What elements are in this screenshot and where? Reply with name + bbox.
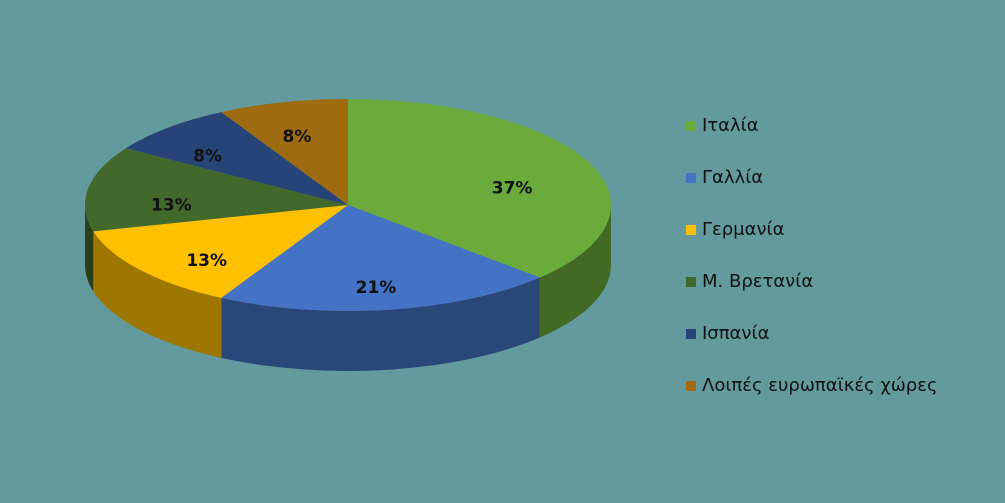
slice xyxy=(221,99,348,205)
legend-swatch xyxy=(686,277,696,287)
slice xyxy=(125,112,348,205)
legend-swatch xyxy=(686,329,696,339)
legend-label: Ιταλία xyxy=(702,115,759,136)
slice-side xyxy=(539,205,611,338)
legend-label: Μ. Βρετανία xyxy=(702,271,813,292)
slice xyxy=(85,148,349,232)
slice-side xyxy=(85,205,94,292)
legend-swatch xyxy=(686,121,696,131)
legend-swatch xyxy=(686,173,696,183)
slice xyxy=(93,205,348,298)
slice xyxy=(221,205,540,312)
data-label: 37% xyxy=(492,178,533,198)
data-label: 8% xyxy=(283,127,312,147)
data-label: 21% xyxy=(356,278,397,298)
data-label: 13% xyxy=(151,196,192,216)
legend-label: Λοιπές ευρωπαϊκές χώρες xyxy=(702,375,938,396)
legend-swatch xyxy=(686,381,696,391)
data-label: 8% xyxy=(193,147,222,167)
slice-side xyxy=(221,277,540,372)
legend-label: Γερμανία xyxy=(702,219,785,240)
slice xyxy=(348,99,611,278)
data-label: 13% xyxy=(186,251,227,271)
slice-side xyxy=(93,231,222,358)
legend-label: Ισπανία xyxy=(702,323,769,344)
legend-label: Γαλλία xyxy=(702,167,763,188)
legend-swatch xyxy=(686,225,696,235)
